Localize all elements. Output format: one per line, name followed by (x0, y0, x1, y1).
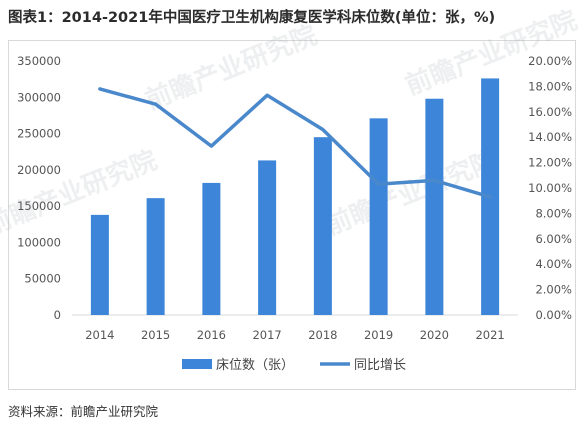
right-tick-label: 10.00% (528, 181, 572, 195)
left-tick-label: 200000 (17, 163, 61, 177)
legend-bar-swatch (182, 359, 212, 369)
right-tick-label: 8.00% (535, 206, 572, 220)
bar-2015 (146, 198, 165, 315)
bar-2017 (258, 160, 277, 315)
x-tick-label: 2014 (85, 328, 114, 342)
right-tick-label: 2.00% (535, 283, 572, 297)
right-tick-label: 14.00% (528, 130, 572, 144)
left-tick-label: 300000 (17, 90, 61, 104)
x-tick-label: 2019 (364, 328, 393, 342)
right-tick-label: 20.00% (528, 54, 572, 68)
right-axis-ticks: 0.00% 2.00% 4.00% 6.00% 8.00% 10.00% 12.00% 14.… (528, 54, 572, 322)
right-tick-label: 0.00% (535, 308, 572, 322)
left-tick-label: 50000 (24, 272, 61, 286)
source-note: 资料来源：前瞻产业研究院 (8, 404, 159, 419)
watermark-text: 前瞻产业研究院 (0, 145, 161, 242)
left-tick-label: 100000 (17, 235, 61, 249)
x-tick-label: 2015 (141, 328, 170, 342)
chart-title: 图表1：2014-2021年中国医疗卫生机构康复医学科床位数(单位：张，%) (8, 10, 496, 26)
right-tick-label: 16.00% (528, 105, 572, 119)
right-tick-label: 12.00% (528, 156, 572, 170)
left-axis-ticks: 0 50000 100000 150000 200000 250000 300000 3500… (17, 54, 61, 322)
x-tick-label: 2020 (420, 328, 449, 342)
left-tick-label: 150000 (17, 199, 61, 213)
bar-2020 (425, 98, 444, 315)
right-tick-label: 6.00% (535, 232, 572, 246)
legend-line-label: 同比增长 (354, 358, 406, 373)
left-tick-label: 0 (54, 308, 61, 322)
bar-2016 (202, 182, 221, 315)
legend: 床位数（张） 同比增长 (182, 358, 406, 373)
growth-line (98, 87, 492, 199)
x-tick-label: 2018 (308, 328, 337, 342)
x-axis-ticks: 2014 2015 2016 2017 2018 2019 2020 2021 (85, 328, 505, 342)
bar-2014 (90, 214, 109, 315)
bar-2019 (369, 118, 388, 316)
left-tick-label: 250000 (17, 127, 61, 141)
left-tick-label: 350000 (17, 54, 61, 68)
right-tick-label: 18.00% (528, 79, 572, 93)
watermark-text: 前瞻产业研究院 (141, 20, 321, 117)
bar-2018 (313, 137, 332, 315)
right-tick-label: 4.00% (535, 257, 572, 271)
legend-bar-label: 床位数（张） (216, 358, 294, 373)
x-tick-label: 2017 (252, 328, 281, 342)
x-tick-label: 2016 (197, 328, 226, 342)
x-tick-label: 2021 (475, 328, 504, 342)
